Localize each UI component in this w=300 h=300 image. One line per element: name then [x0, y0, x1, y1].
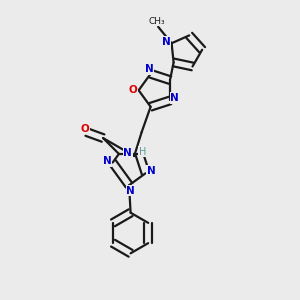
- Text: N: N: [126, 186, 135, 196]
- Text: O: O: [129, 85, 138, 95]
- Text: N: N: [162, 37, 171, 47]
- Text: N: N: [123, 148, 132, 158]
- Text: CH₃: CH₃: [149, 17, 166, 26]
- Text: N: N: [103, 156, 112, 166]
- Text: N: N: [145, 64, 154, 74]
- Text: H: H: [139, 146, 146, 157]
- Text: O: O: [81, 124, 89, 134]
- Text: N: N: [170, 93, 179, 103]
- Text: N: N: [147, 166, 155, 176]
